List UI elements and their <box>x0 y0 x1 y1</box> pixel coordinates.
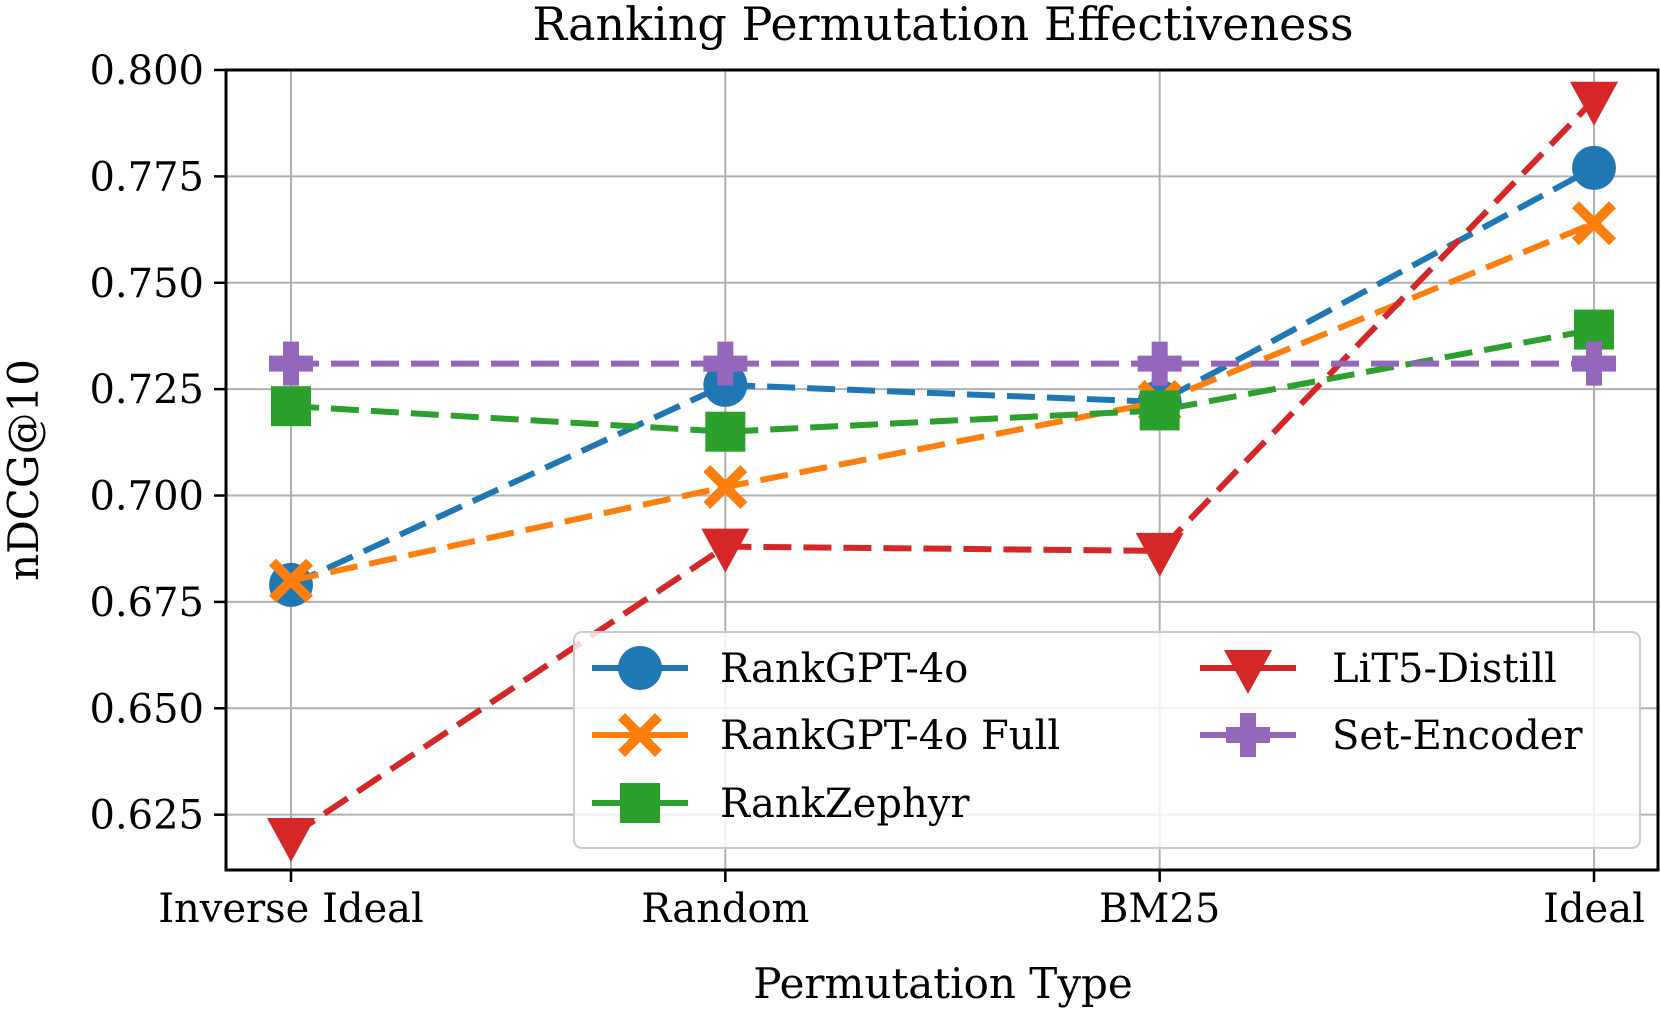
data-point-lit5-distill <box>267 817 315 862</box>
y-tick-label: 0.675 <box>89 580 204 626</box>
plot-frame <box>224 68 1660 872</box>
legend-marker-set-encoder <box>1226 713 1270 757</box>
x-tick-label: BM25 <box>1099 886 1220 932</box>
data-point-rankzephyr <box>705 411 746 452</box>
data-point-rankgpt-4o-full-shape <box>269 558 313 603</box>
data-point-rankgpt-4o-full-shape <box>703 465 748 510</box>
series-layer <box>267 81 1618 862</box>
legend-marker-rankgpt-4o <box>618 646 662 690</box>
y-axis-label: nDCG@10 <box>0 359 48 581</box>
legend-item-lit5-distill: LiT5-Distill <box>1200 646 1557 694</box>
axis-ticks: 0.625 0.650 0.675 0.700 0.725 0.750 0.775 0.800… <box>89 48 1644 932</box>
legend-marker-rankgpt-4o-full-shape <box>618 713 662 757</box>
series-line-rankgpt-4o-full <box>290 220 1596 584</box>
data-point-set-encoder <box>703 341 748 386</box>
series-set-encoder <box>269 341 1616 386</box>
series-line-rankgpt-4o <box>289 165 1596 588</box>
legend-label-lit5-distill: LiT5-Distill <box>1332 646 1557 692</box>
series-rankzephyr <box>271 309 1614 452</box>
x-tick-label: Inverse Ideal <box>158 886 424 932</box>
series-lit5-distill <box>267 81 1618 862</box>
legend-label-set-encoder: Set-Encoder <box>1332 713 1583 759</box>
legend-label-rankgpt-4o-full: RankGPT-4o Full <box>720 713 1060 759</box>
legend-marker-rankzephyr <box>620 783 660 823</box>
y-tick-label: 0.700 <box>89 474 204 520</box>
y-tick-label: 0.775 <box>89 154 204 200</box>
y-tick-label: 0.750 <box>89 261 204 307</box>
y-tick-label: 0.625 <box>89 793 204 839</box>
legend-item-rankgpt-4o: RankGPT-4o <box>592 646 968 692</box>
y-tick-label: 0.800 <box>89 48 204 94</box>
legend-item-rankzephyr: RankZephyr <box>592 781 970 827</box>
legend: RankGPT-4o RankGPT-4o Full RankZephyr LiT5-… <box>573 631 1641 849</box>
legend-item-rankgpt-4o-full: RankGPT-4o Full <box>592 713 1060 759</box>
data-point-set-encoder <box>1137 341 1182 386</box>
x-axis-label: Permutation Type <box>753 959 1133 1008</box>
chart-title: Ranking Permutation Effectiveness <box>532 0 1353 51</box>
data-point-lit5-distill <box>701 528 750 573</box>
data-point-rankgpt-4o-full <box>1572 201 1616 246</box>
x-tick-label: Random <box>641 886 809 932</box>
data-point-rankzephyr <box>271 386 311 427</box>
legend-item-set-encoder: Set-Encoder <box>1200 713 1583 759</box>
series-rankgpt-4o <box>269 145 1616 607</box>
legend-box <box>573 631 1641 849</box>
data-point-rankgpt-4o <box>1572 145 1616 190</box>
y-tick-label: 0.725 <box>89 367 204 413</box>
series-rankgpt-4o-full <box>269 201 1616 603</box>
data-point-lit5-distill <box>1570 81 1618 126</box>
legend-marker-lit5-distill <box>1224 650 1272 694</box>
legend-label-rankzephyr: RankZephyr <box>720 781 970 827</box>
legend-label-rankgpt-4o: RankGPT-4o <box>720 646 968 692</box>
series-line-lit5-distill <box>289 97 1597 839</box>
data-point-rankzephyr <box>1139 390 1180 431</box>
data-point-rankgpt-4o-full <box>703 465 748 510</box>
data-point-set-encoder <box>1572 341 1616 386</box>
data-point-rankgpt-4o-full <box>269 558 313 603</box>
x-tick-label: Ideal <box>1543 886 1645 932</box>
data-point-lit5-distill <box>1135 532 1184 577</box>
y-tick-label: 0.650 <box>89 686 204 732</box>
data-point-set-encoder <box>269 341 313 386</box>
data-point-rankgpt-4o-full-shape <box>1572 201 1616 246</box>
grid <box>226 69 1658 870</box>
series-line-rankzephyr <box>290 326 1595 435</box>
legend-marker-rankgpt-4o-full <box>618 713 662 757</box>
